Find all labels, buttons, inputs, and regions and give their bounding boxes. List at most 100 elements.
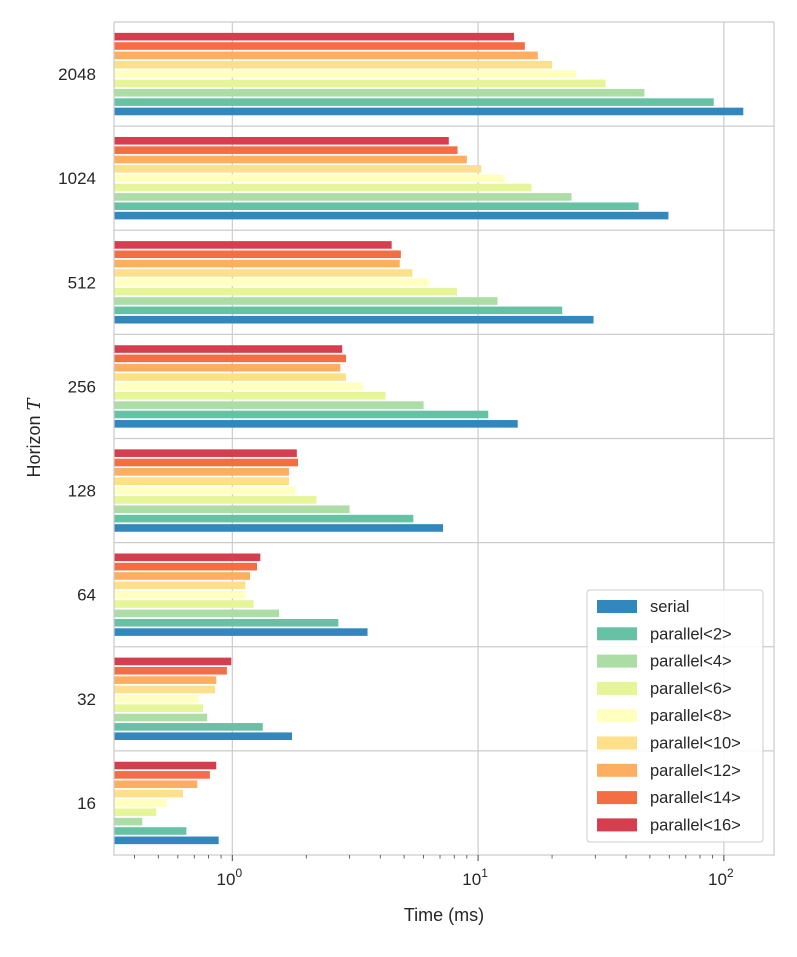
bar xyxy=(114,306,563,315)
legend: serial parallel<2> parallel<4> parallel<6> p… xyxy=(586,589,764,843)
bar xyxy=(114,391,386,400)
bar xyxy=(114,32,514,41)
legend-swatch xyxy=(597,627,637,641)
bar xyxy=(114,136,449,145)
bar xyxy=(114,354,346,363)
bar xyxy=(114,449,297,457)
bar xyxy=(114,723,263,731)
legend-swatch xyxy=(597,681,637,695)
bar xyxy=(114,420,518,428)
legend-entry: parallel<14> xyxy=(650,789,741,807)
x-tick-label: 101 xyxy=(462,866,488,889)
bar xyxy=(114,486,296,495)
bar xyxy=(114,287,457,296)
bar xyxy=(114,98,714,106)
bar xyxy=(114,468,289,476)
bar xyxy=(114,51,538,60)
legend-swatch xyxy=(597,791,637,805)
bar xyxy=(114,477,289,486)
y-tick-label: 64 xyxy=(77,586,96,605)
bar xyxy=(114,562,257,571)
bar xyxy=(114,88,645,97)
x-tick-labels: 100 101 102 xyxy=(134,855,734,889)
y-tick-label: 2048 xyxy=(58,65,96,84)
bar xyxy=(114,345,343,353)
legend-entry: parallel<10> xyxy=(650,735,741,753)
y-tick-label: 1024 xyxy=(58,169,96,188)
y-axis-label: Horizon T xyxy=(24,396,45,477)
x-tick-label: 100 xyxy=(217,866,243,889)
bar xyxy=(114,553,261,562)
y-axis-label-symbol: T xyxy=(24,396,45,410)
y-tick-label: 256 xyxy=(68,377,96,396)
bar xyxy=(114,363,341,372)
plot-frame xyxy=(113,21,775,856)
bar xyxy=(114,79,606,88)
bar xyxy=(114,771,210,779)
bar xyxy=(114,685,215,694)
bar xyxy=(114,657,232,666)
bar xyxy=(114,401,424,409)
x-tick-label: 102 xyxy=(708,866,734,889)
bar xyxy=(114,618,339,627)
legend-entry: parallel<6> xyxy=(650,680,732,698)
bar xyxy=(114,297,498,305)
bar xyxy=(114,183,532,192)
y-tick-labels: 16 32 64 128 256 512 1024 2048 xyxy=(58,65,96,813)
bar xyxy=(114,60,553,69)
bar xyxy=(114,676,217,684)
bar xyxy=(114,628,368,636)
bar xyxy=(114,732,293,741)
x-axis-label: Time (ms) xyxy=(404,905,484,925)
bar xyxy=(114,590,246,599)
bar xyxy=(114,269,413,277)
y-tick-label: 512 xyxy=(68,273,96,292)
bar xyxy=(114,42,525,50)
bar xyxy=(114,836,219,845)
bar xyxy=(114,695,199,703)
bar xyxy=(114,107,744,116)
bar xyxy=(114,799,167,807)
bar xyxy=(114,609,280,618)
bar xyxy=(114,193,572,201)
y-tick-label: 16 xyxy=(77,794,96,813)
bar xyxy=(114,572,250,580)
bar xyxy=(114,505,350,514)
bar xyxy=(114,174,505,182)
bar xyxy=(114,827,187,835)
legend-swatch xyxy=(597,763,637,777)
bar xyxy=(114,259,400,268)
bar xyxy=(114,146,458,154)
bar xyxy=(114,211,669,220)
bar xyxy=(114,278,429,287)
bar xyxy=(114,410,489,419)
bar xyxy=(114,600,254,608)
legend-swatch xyxy=(597,709,637,723)
y-axis-label-text: Horizon xyxy=(24,416,44,478)
bar xyxy=(114,780,198,789)
legend-entry: parallel<16> xyxy=(650,816,741,834)
legend-frame xyxy=(586,589,764,843)
bar xyxy=(114,382,363,391)
bar xyxy=(114,373,346,381)
y-tick-label: 128 xyxy=(68,482,96,501)
bars xyxy=(114,32,744,845)
bar xyxy=(114,70,576,78)
bar xyxy=(114,666,227,675)
bar xyxy=(114,524,444,532)
bar xyxy=(114,789,184,798)
legend-entry: parallel<8> xyxy=(650,707,732,725)
bar xyxy=(114,713,208,722)
bar xyxy=(114,581,246,590)
bar xyxy=(114,155,467,164)
legend-swatch xyxy=(597,654,637,668)
bar xyxy=(114,496,317,504)
legend-entry: parallel<2> xyxy=(650,625,732,643)
bar xyxy=(114,761,217,770)
legend-entry: serial xyxy=(650,598,689,616)
bar xyxy=(114,704,204,712)
bar xyxy=(114,514,414,523)
legend-swatch xyxy=(597,736,637,750)
y-tick-label: 32 xyxy=(77,690,96,709)
